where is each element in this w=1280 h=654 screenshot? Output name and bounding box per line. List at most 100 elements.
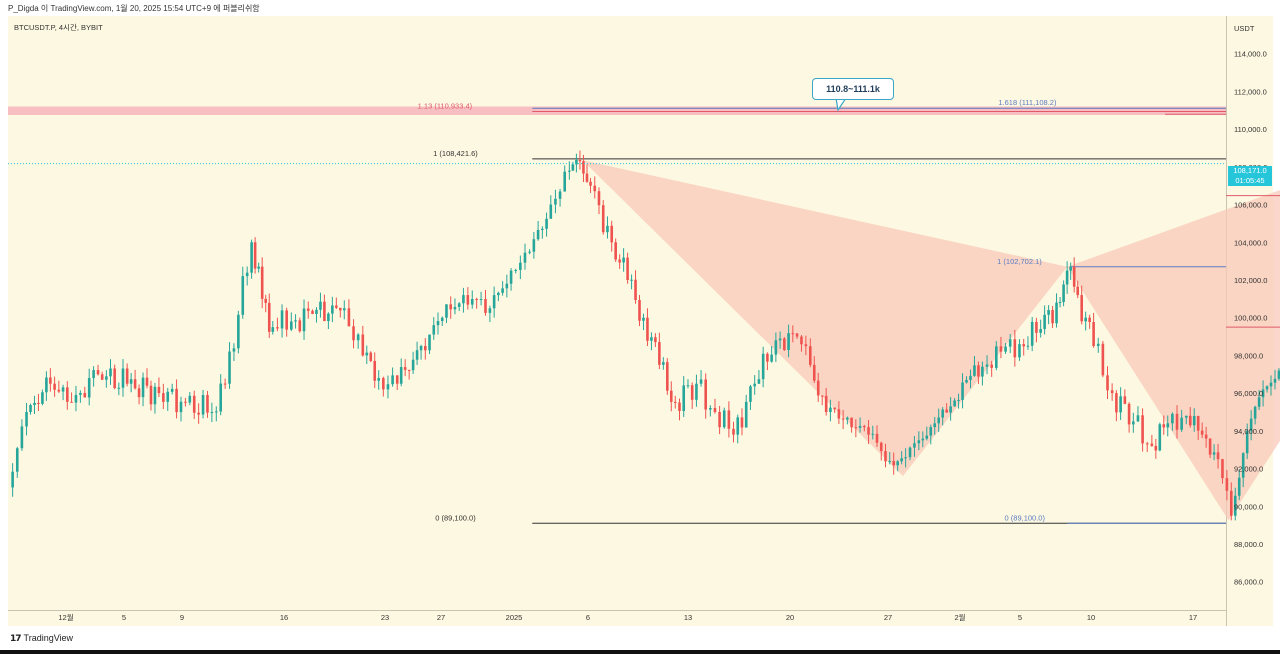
candle-body [766,353,769,362]
tradingview-logo[interactable]: 17 TradingView [10,633,73,644]
candle-body [778,338,782,341]
candle-body [315,309,318,314]
candle-body [1212,452,1216,455]
candle-body [554,198,557,205]
candle-body [1076,286,1080,296]
candle-body [184,401,187,403]
candle-body [1162,424,1166,428]
candle-body [92,370,95,379]
candle-body [841,418,845,420]
candle-body [1004,346,1007,352]
candle-body [1208,438,1212,455]
candle-body [749,386,752,402]
candle-body [634,279,637,301]
candle-body [1273,378,1277,383]
candle-body [1257,397,1261,407]
candle-body [1180,417,1183,430]
fib-label: 1 (102,702.1) [997,257,1042,266]
candle-body [858,425,862,428]
candle-body [593,185,597,192]
candle-body [74,394,78,403]
candle-body [879,442,883,452]
time-tick-label: 17 [1189,613,1197,622]
price-tick-label: 98,000.0 [1234,351,1263,360]
candle-body [981,366,984,377]
candle-body [875,433,879,443]
publish-header-text: P_Digda 이 TradingView.com, 1월 20, 2025 1… [8,4,260,13]
candle-body [377,378,380,381]
candle-body [804,344,808,347]
candle-body [892,461,895,466]
candle-body [29,404,32,412]
candle-body [795,333,799,337]
candle-body [642,317,645,321]
price-tick-label: 106,000.0 [1234,201,1267,210]
candle-body [356,334,360,341]
time-tick-label: 23 [381,613,389,622]
candle-body [709,407,712,410]
candle-body [1171,413,1174,424]
candle-body [311,310,314,314]
candle-body [736,417,740,435]
candle-body [783,338,786,351]
candle-body [1154,445,1158,451]
candle-body [25,412,28,427]
candle-body [306,308,310,311]
candle-body [973,365,976,376]
fib-label: 1.618 (111,108.2) [998,98,1057,107]
candle-body [369,352,373,361]
candle-body [466,295,470,305]
candle-body [654,337,657,343]
candle-body [597,191,601,206]
price-tick-label: 100,000.0 [1234,314,1267,323]
candle-body [280,310,284,329]
footer: 17 TradingView [8,626,1272,650]
candle-body [79,392,82,395]
candle-body [1184,415,1188,418]
candle-body [1192,415,1196,426]
candle-body [1229,490,1233,516]
candle-body [192,395,196,413]
time-tick-label: 6 [586,613,590,622]
time-axis[interactable] [8,610,1226,627]
candle-body [808,346,812,365]
candle-body [1123,396,1127,404]
candle-body [141,377,145,398]
candle-body [957,399,960,401]
candle-body [925,435,929,439]
candle-body [121,368,125,388]
candle-body [1200,430,1204,435]
candle-body [352,326,355,341]
candle-body [145,377,149,386]
candle-body [37,402,40,404]
candle-body [863,425,866,428]
candle-body [528,251,531,253]
candle-body [1249,418,1253,431]
time-tick-label: 2월 [954,612,965,622]
candle-body [662,362,665,365]
candle-body [744,401,748,428]
candle-body [829,407,832,412]
candle-body [658,342,661,365]
time-tick-label: 2025 [506,613,523,622]
candle-body [1253,406,1257,419]
candle-body [1039,329,1042,333]
candle-body [342,308,346,311]
candle-body [669,390,673,402]
fib-label: 1.13 (110,933.4) [418,102,473,111]
candle-body [492,295,496,309]
candle-body [1096,343,1100,346]
candle-body [237,314,240,349]
candle-body [335,305,338,308]
candle-body [20,426,24,449]
candle-body [1188,415,1192,426]
candle-body [519,262,522,270]
candle-body [1196,415,1200,431]
candle-body [846,417,849,420]
candle-body [770,354,773,362]
currency-label: USDT [1234,24,1255,33]
candle-body [399,367,403,384]
candle-body [245,272,249,277]
candle-body [137,388,141,398]
candle-body [1110,390,1114,394]
